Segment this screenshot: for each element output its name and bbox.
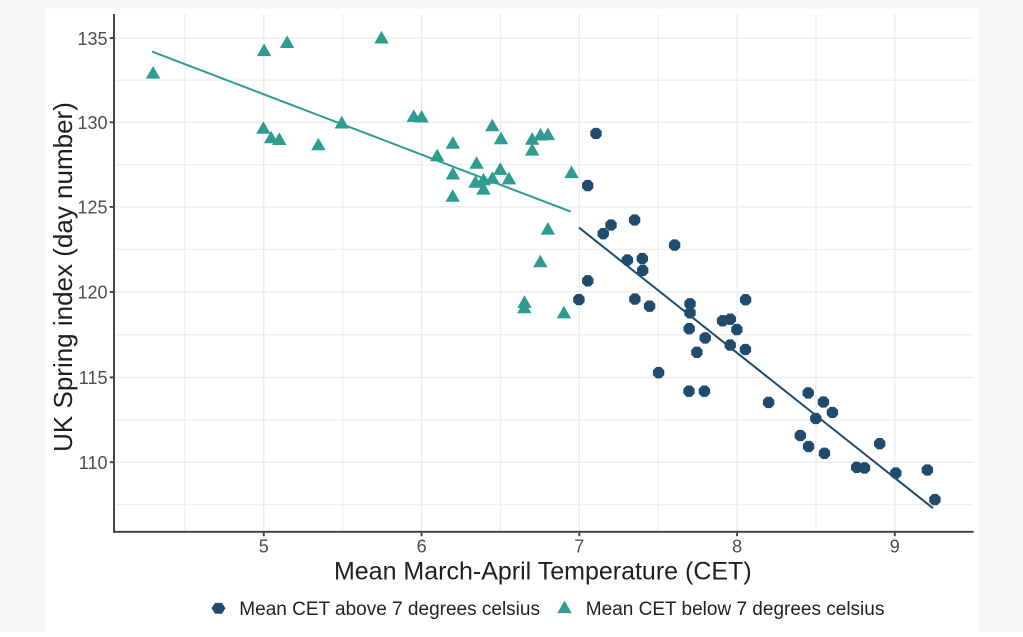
svg-text:120: 120 — [77, 283, 107, 303]
svg-text:5: 5 — [259, 537, 269, 557]
svg-text:110: 110 — [79, 453, 108, 473]
svg-text:135: 135 — [77, 29, 107, 49]
svg-text:115: 115 — [79, 368, 108, 388]
svg-text:Mean March-April Temperature (: Mean March-April Temperature (CET) — [334, 557, 752, 585]
svg-text:130: 130 — [77, 113, 107, 133]
svg-text:UK Spring index (day number): UK Spring index (day number) — [48, 102, 78, 452]
svg-text:Mean CET above 7 degrees celsi: Mean CET above 7 degrees celsius — [239, 599, 540, 620]
svg-text:7: 7 — [574, 537, 584, 557]
svg-text:9: 9 — [890, 537, 900, 557]
svg-text:Mean CET below 7 degrees celsi: Mean CET below 7 degrees celsius — [586, 599, 885, 620]
svg-text:125: 125 — [77, 198, 107, 218]
svg-text:8: 8 — [732, 537, 742, 557]
svg-text:6: 6 — [417, 537, 427, 557]
